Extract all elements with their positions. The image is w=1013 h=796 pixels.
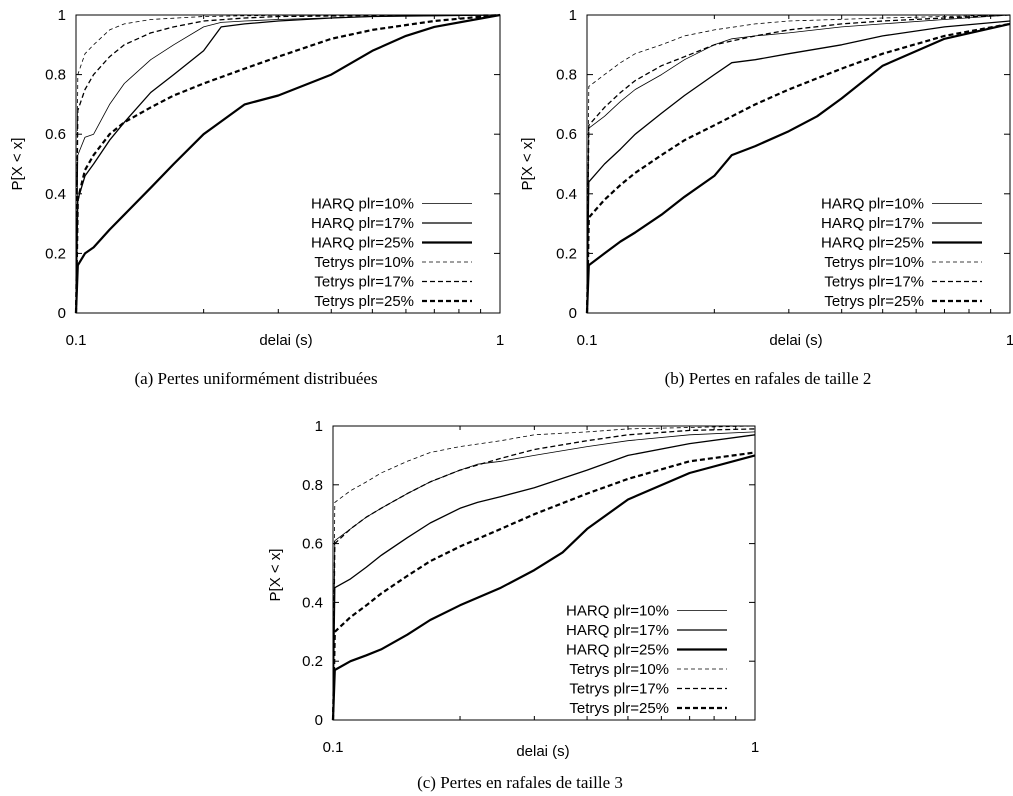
series-line <box>332 425 756 721</box>
series-line <box>586 14 1011 314</box>
legend-label: HARQ plr=17% <box>566 622 669 639</box>
y-tick-label: 0.2 <box>45 245 66 262</box>
series-line <box>75 14 501 314</box>
panel-b-caption: (b) Pertes en rafales de taille 2 <box>665 369 872 388</box>
series-line <box>331 454 756 721</box>
y-tick-label: 0.4 <box>45 186 66 203</box>
series-line <box>74 13 501 314</box>
legend-label: Tetrys plr=25% <box>824 293 924 310</box>
series-line <box>586 14 1011 314</box>
x-tick-label: 1 <box>496 332 504 349</box>
y-tick-label: 0.6 <box>302 536 323 553</box>
panel-c-ylabel: P[X < x] <box>267 549 284 602</box>
panel-a-plot: 0 0.2 0.4 0.6 0.8 1 0.1 1 HARQ plr=10% HARQ plr=1… <box>45 7 504 349</box>
series-line <box>74 13 501 314</box>
series-line <box>585 22 1011 314</box>
panel-c-xlabel: delai (s) <box>516 743 569 760</box>
y-tick-label: 0.4 <box>556 186 577 203</box>
series-line <box>586 14 1011 314</box>
panel-a: 0 0.2 0.4 0.6 0.8 1 0.1 1 HARQ plr=10% HARQ plr=1… <box>9 7 504 388</box>
x-tick-label: 1 <box>751 739 759 756</box>
legend-label: HARQ plr=25% <box>566 642 669 659</box>
y-tick-label: 0 <box>58 305 66 322</box>
x-tick-label: 0.1 <box>323 739 344 756</box>
panel-a-frame <box>75 14 501 314</box>
legend-label: HARQ plr=10% <box>566 603 669 620</box>
panel-c-frame <box>332 425 756 721</box>
y-tick-label: 1 <box>315 418 323 435</box>
x-tick-label: 1 <box>1006 332 1013 349</box>
legend-label: HARQ plr=17% <box>821 215 924 232</box>
legend-label: Tetrys plr=17% <box>569 681 669 698</box>
series-line <box>75 14 501 314</box>
panel-c: 0 0.2 0.4 0.6 0.8 1 0.1 1 HARQ plr=10% HARQ plr=1… <box>267 418 759 792</box>
series-line <box>585 22 1011 314</box>
x-tick-label: 0.1 <box>577 332 598 349</box>
x-tick-label: 0.1 <box>66 332 87 349</box>
legend-label: HARQ plr=10% <box>311 196 414 213</box>
y-tick-label: 0.8 <box>45 67 66 84</box>
legend-label: Tetrys plr=25% <box>314 293 414 310</box>
panel-b-plot: 0 0.2 0.4 0.6 0.8 1 0.1 1 HARQ plr=10% HARQ plr=1… <box>556 7 1013 349</box>
legend-label: HARQ plr=25% <box>311 235 414 252</box>
panel-c-plot: 0 0.2 0.4 0.6 0.8 1 0.1 1 HARQ plr=10% HARQ plr=1… <box>302 418 759 756</box>
y-tick-label: 0.4 <box>302 594 323 611</box>
legend-label: HARQ plr=10% <box>821 196 924 213</box>
panel-a-xlabel: delai (s) <box>259 332 312 349</box>
legend-label: HARQ plr=25% <box>821 235 924 252</box>
y-tick-label: 0.2 <box>556 245 577 262</box>
y-tick-label: 0.2 <box>302 653 323 670</box>
y-tick-label: 0 <box>569 305 577 322</box>
legend-label: Tetrys plr=17% <box>824 274 924 291</box>
series-line <box>75 14 501 314</box>
panel-b-frame <box>586 14 1011 314</box>
y-tick-label: 0 <box>315 712 323 729</box>
legend-label: HARQ plr=17% <box>311 215 414 232</box>
panel-a-ylabel: P[X < x] <box>9 138 26 191</box>
legend-label: Tetrys plr=10% <box>314 254 414 271</box>
legend-label: Tetrys plr=10% <box>569 661 669 678</box>
y-tick-label: 0.8 <box>302 477 323 494</box>
series-line <box>586 20 1011 314</box>
legend-label: Tetrys plr=25% <box>569 700 669 717</box>
y-tick-label: 1 <box>58 7 66 24</box>
y-tick-label: 0.6 <box>556 126 577 143</box>
y-tick-label: 1 <box>569 7 577 24</box>
series-line <box>331 451 756 721</box>
panel-b-xlabel: delai (s) <box>769 332 822 349</box>
panel-a-caption: (a) Pertes uniformément distribuées <box>134 369 377 388</box>
legend-label: Tetrys plr=17% <box>314 274 414 291</box>
series-line <box>75 14 501 314</box>
series-line <box>332 434 756 721</box>
panel-c-caption: (c) Pertes en rafales de taille 3 <box>417 773 623 792</box>
y-tick-label: 0.6 <box>45 126 66 143</box>
panel-b: 0 0.2 0.4 0.6 0.8 1 0.1 1 HARQ plr=10% HARQ plr=1… <box>519 7 1013 388</box>
series-line <box>332 431 756 721</box>
series-line <box>332 428 756 721</box>
legend-label: Tetrys plr=10% <box>824 254 924 271</box>
y-tick-label: 0.8 <box>556 67 577 84</box>
panel-b-ylabel: P[X < x] <box>519 138 536 191</box>
